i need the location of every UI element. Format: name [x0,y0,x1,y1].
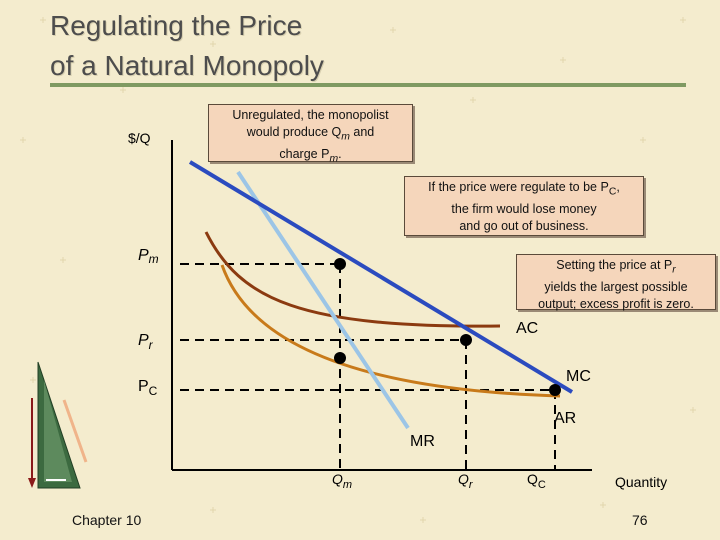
callout-lose-money-line2: the firm would lose money [451,201,597,216]
callout-unregulated-line3: charge P [279,146,330,161]
ar-label: AR [554,410,576,427]
footer-chapter: Chapter 10 [72,512,142,528]
ac-label: AC [516,320,538,337]
title-underline [50,83,686,87]
demand-line [188,160,574,394]
competitive-point [549,384,561,396]
mc-label: MC [566,368,591,385]
title-line-1: Regulating the Price [50,10,303,41]
callout-lose-money: If the price were regulate to be PC, the… [404,176,644,236]
qr-label: Qr [458,471,474,491]
callout-largest-output-line2: yields the largest possible [544,279,688,294]
dashed-guides [180,263,556,470]
monopoly-point [334,258,346,270]
x-axis-label: Quantity [615,474,667,490]
pc-label: PC [138,378,158,398]
qm-label: Qm [332,471,352,491]
pr-label: Pr [138,332,154,352]
callout-lose-money-line1-end: , [616,180,620,194]
mr-label: MR [410,433,435,450]
callout-unregulated-line3-end: . [338,146,342,161]
page-number: 76 [632,512,648,528]
callout-largest-output-sub: r [672,264,676,276]
callout-unregulated-line2: would produce Q [246,125,342,139]
mc-curve [220,264,561,398]
callout-largest-output-line1: Setting the price at P [556,258,673,272]
callout-lose-money-line3: and go out of business. [459,218,589,233]
ruler-graphic [28,361,88,489]
regulated-point [460,334,472,346]
title-line-2: of a Natural Monopoly [50,50,324,81]
y-axis-label: $/Q [128,130,151,146]
callout-lose-money-line1: If the price were regulate to be P [428,180,609,194]
callout-largest-output: Setting the price at Pr yields the large… [516,254,716,311]
mr-line [236,170,410,430]
callout-largest-output-line3: output; excess profit is zero. [538,296,694,311]
pm-label: Pm [138,247,159,266]
callout-unregulated-sub2: m [329,153,339,164]
callout-unregulated-line2-end: and [349,125,375,139]
callout-lose-money-sub: C [608,186,617,198]
qc-label: QC [527,471,546,491]
slide-title: Regulating the Price of a Natural Monopo… [50,6,324,86]
mr-mc-point [334,352,346,364]
ac-curve [204,231,501,328]
callout-unregulated-sub1: m [341,131,350,143]
callout-unregulated-line1: Unregulated, the monopolist [232,108,389,122]
callout-unregulated: Unregulated, the monopolist would produc… [208,104,413,164]
